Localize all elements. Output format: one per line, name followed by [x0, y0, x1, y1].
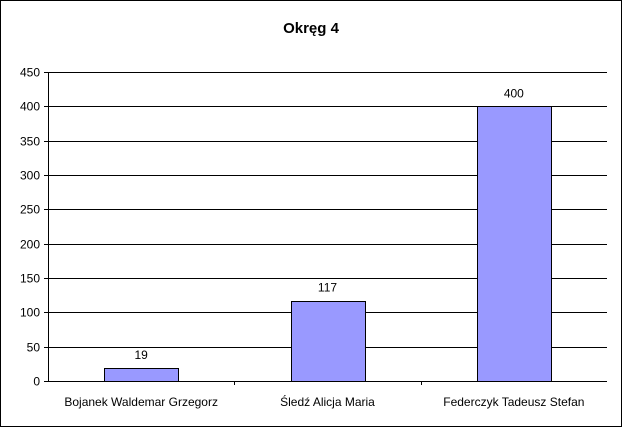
y-tick-label: 400 — [20, 100, 40, 114]
y-tick-label: 250 — [20, 203, 40, 217]
x-tick-label: Śledź Alicja Maria — [280, 394, 375, 409]
data-label: 400 — [504, 86, 524, 100]
bar — [477, 106, 552, 382]
y-tick-label: 100 — [20, 306, 40, 320]
y-tick-label: 50 — [27, 341, 41, 355]
data-label: 19 — [134, 348, 148, 362]
x-tick-label: Federczyk Tadeusz Stefan — [443, 395, 584, 409]
y-tick-label: 450 — [20, 66, 40, 80]
y-tick-label: 150 — [20, 272, 40, 286]
bar — [291, 301, 366, 382]
y-tick-label: 350 — [20, 135, 40, 149]
x-tick-label: Bojanek Waldemar Grzegorz — [64, 395, 218, 409]
bar — [104, 368, 179, 382]
y-tick-label: 0 — [33, 375, 40, 389]
y-tick-label: 200 — [20, 238, 40, 252]
data-label: 117 — [318, 281, 337, 295]
chart-title: Okręg 4 — [283, 20, 340, 37]
y-tick-label: 300 — [20, 169, 40, 183]
